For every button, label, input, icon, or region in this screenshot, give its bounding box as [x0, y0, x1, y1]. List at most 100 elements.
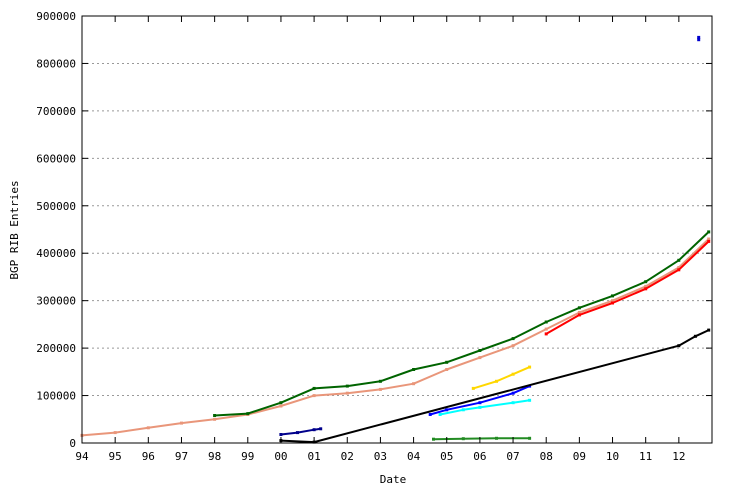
- series-line: [545, 240, 710, 335]
- data-point: [412, 368, 416, 371]
- y-tick-label: 100000: [36, 390, 76, 403]
- data-point: [438, 413, 442, 416]
- data-point: [478, 401, 482, 405]
- data-series: [471, 365, 532, 390]
- series-line: [473, 366, 530, 390]
- y-axis-title: BGP RIB Entries: [8, 180, 21, 279]
- data-point: [279, 401, 283, 405]
- data-point: [445, 368, 449, 371]
- data-point: [279, 433, 283, 436]
- data-point: [511, 344, 515, 348]
- x-tick-label: 06: [473, 450, 486, 463]
- data-point: [279, 404, 283, 408]
- data-point: [378, 387, 382, 391]
- data-point: [644, 280, 648, 284]
- data-point: [677, 258, 681, 262]
- data-point: [677, 344, 681, 348]
- data-point: [246, 412, 250, 416]
- x-tick-label: 10: [606, 450, 619, 463]
- data-point: [461, 408, 465, 412]
- data-point: [312, 386, 316, 390]
- data-series: [697, 35, 701, 42]
- data-point: [312, 394, 316, 398]
- x-tick-label: 02: [341, 450, 354, 463]
- data-point: [511, 372, 515, 376]
- data-series: [213, 230, 711, 417]
- data-point: [707, 237, 711, 241]
- data-point: [677, 266, 681, 269]
- data-point: [478, 405, 482, 409]
- data-point: [697, 38, 701, 42]
- data-point: [611, 301, 614, 305]
- data-series: [279, 427, 323, 436]
- series-line: [214, 231, 710, 417]
- grid-lines: [82, 62, 712, 397]
- data-point: [544, 327, 548, 331]
- y-tick-label: 600000: [36, 152, 76, 165]
- data-point: [319, 427, 323, 431]
- data-point: [544, 320, 548, 324]
- data-point: [644, 284, 648, 288]
- data-point: [577, 313, 581, 317]
- data-point: [693, 334, 697, 338]
- x-tick-label: 12: [672, 450, 685, 463]
- y-tick-label: 800000: [36, 57, 76, 70]
- data-point: [428, 413, 432, 416]
- x-tick-label: 97: [175, 450, 188, 463]
- y-tick-label: 300000: [36, 295, 76, 308]
- x-tick-label: 99: [241, 450, 254, 463]
- y-tick-label: 400000: [36, 247, 76, 260]
- x-tick-label: 03: [374, 450, 387, 463]
- data-point: [296, 431, 299, 435]
- x-axis-title: Date: [380, 473, 407, 486]
- data-point: [544, 332, 548, 336]
- data-series: [544, 239, 711, 336]
- x-tick-label: 05: [440, 450, 453, 463]
- data-point: [445, 408, 449, 412]
- data-point: [478, 349, 482, 352]
- data-point: [461, 437, 465, 441]
- data-point: [180, 421, 183, 425]
- data-point: [146, 426, 150, 430]
- data-point: [471, 386, 475, 390]
- y-axis: 0 100000 200000 300000 400000 500000 600000 700…: [36, 10, 712, 450]
- x-tick-label: 95: [109, 450, 122, 463]
- data-point: [312, 428, 316, 432]
- data-point: [528, 365, 532, 369]
- data-point: [445, 360, 449, 364]
- data-point: [412, 382, 416, 386]
- x-tick-label: 96: [142, 450, 155, 463]
- x-tick-label: 00: [274, 450, 287, 463]
- data-point: [432, 437, 435, 441]
- y-tick-label: 500000: [36, 200, 76, 213]
- data-point: [495, 436, 498, 440]
- data-point: [528, 436, 532, 440]
- data-point: [213, 417, 217, 421]
- data-point: [577, 306, 581, 310]
- x-tick-label: 01: [307, 450, 320, 463]
- data-point: [511, 337, 515, 341]
- x-tick-label: 07: [506, 450, 519, 463]
- x-axis: 94 95 96 97 98 99 00 01 02 03 04 05 06 07 08 09 10 11 12: [75, 16, 685, 463]
- data-point: [511, 401, 515, 405]
- y-tick-label: 900000: [36, 10, 76, 23]
- data-point: [213, 414, 217, 417]
- data-point: [345, 391, 349, 395]
- x-tick-label: 11: [639, 450, 652, 463]
- plot-frame: [81, 15, 713, 444]
- series-line: [280, 427, 321, 436]
- data-point: [707, 230, 711, 234]
- data-point: [697, 35, 701, 39]
- data-point: [611, 294, 614, 298]
- series-line: [433, 437, 530, 441]
- x-tick-label: 94: [75, 450, 89, 463]
- plot-area-background: [82, 16, 712, 443]
- data-point: [113, 431, 117, 435]
- data-point: [495, 379, 498, 383]
- data-point: [707, 239, 711, 243]
- data-point: [345, 384, 349, 388]
- data-point: [644, 287, 648, 291]
- data-point: [611, 299, 614, 303]
- data-point: [577, 311, 581, 314]
